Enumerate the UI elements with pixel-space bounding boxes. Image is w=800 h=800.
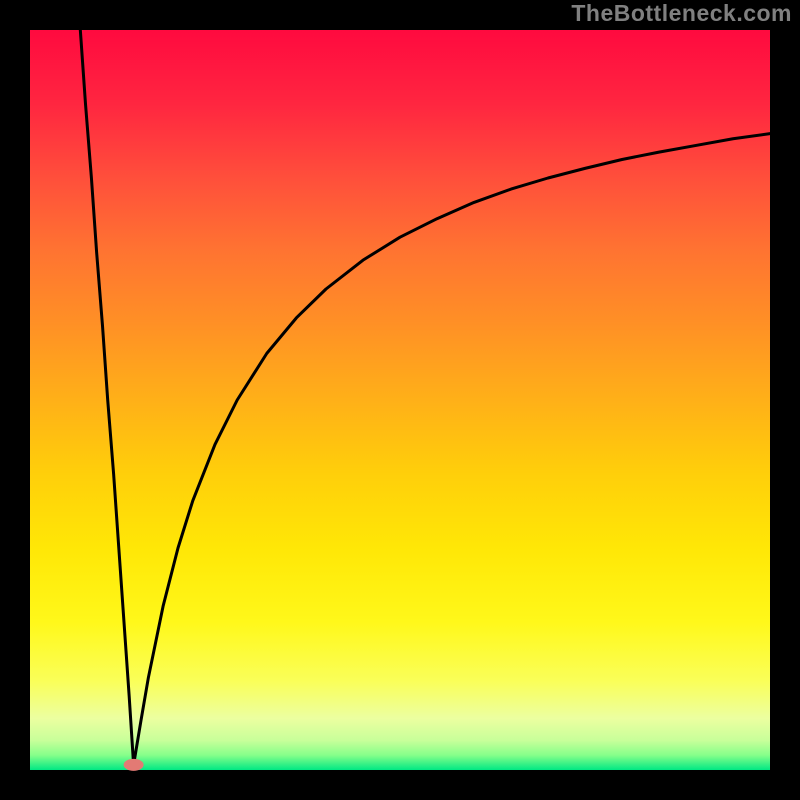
watermark-text: TheBottleneck.com bbox=[571, 0, 792, 27]
chart-gradient-background bbox=[30, 30, 770, 770]
bottleneck-chart bbox=[0, 0, 800, 800]
chart-container: TheBottleneck.com bbox=[0, 0, 800, 800]
optimal-point-marker bbox=[124, 759, 144, 771]
